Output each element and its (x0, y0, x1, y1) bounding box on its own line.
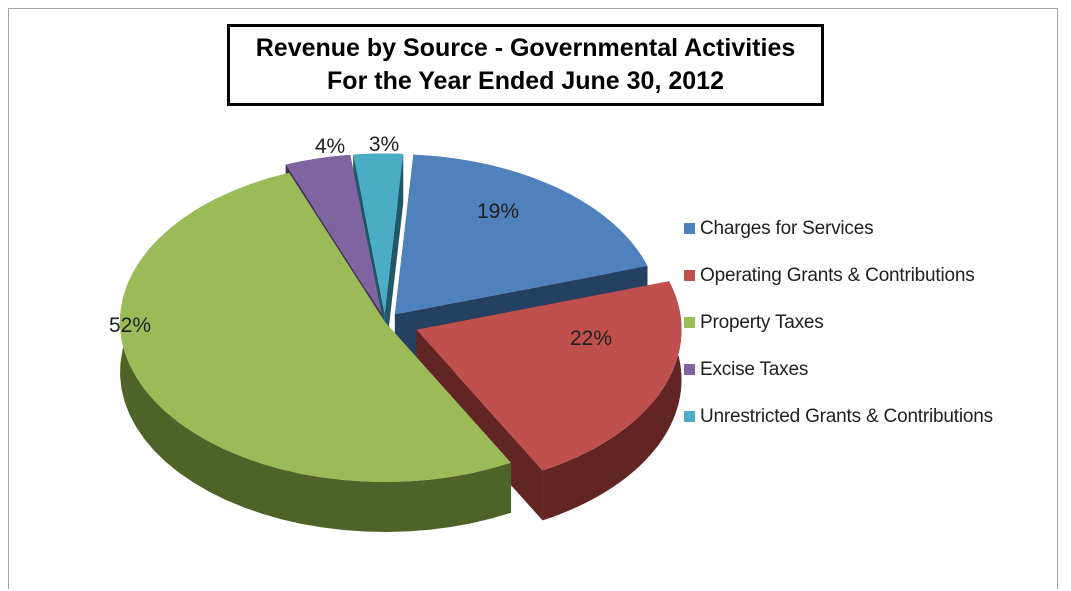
legend-item-operating-grants: Operating Grants & Contributions (684, 260, 993, 291)
legend-label: Property Taxes (700, 311, 824, 333)
pie-slice-2 (416, 281, 682, 471)
pie-slice-5 (353, 153, 404, 314)
pie-slice-4 (285, 154, 382, 314)
slice-percent-label: 3% (369, 133, 399, 156)
legend-label: Charges for Services (700, 217, 874, 239)
slice-percent-label: 4% (315, 135, 345, 158)
legend-label: Excise Taxes (700, 358, 809, 380)
slice-percent-label: 22% (570, 327, 612, 350)
legend-item-charges-for-services: Charges for Services (684, 213, 993, 244)
chart-title-box: Revenue by Source - Governmental Activit… (227, 24, 824, 106)
slice-percent-label: 52% (109, 314, 151, 337)
legend-label: Operating Grants & Contributions (700, 264, 975, 286)
legend-swatch (684, 223, 695, 234)
pie-slice-3 (120, 172, 512, 482)
chart-title-line-1: Revenue by Source - Governmental Activit… (255, 34, 796, 62)
legend-swatch (684, 317, 695, 328)
pie-slice-1 (394, 154, 648, 315)
chart-legend: Charges for Services Operating Grants & … (684, 213, 993, 432)
legend-item-unrestricted-grants: Unrestricted Grants & Contributions (684, 401, 993, 432)
legend-item-excise-taxes: Excise Taxes (684, 354, 993, 385)
legend-swatch (684, 364, 695, 375)
chart-title-line-2: For the Year Ended June 30, 2012 (327, 67, 724, 95)
legend-swatch (684, 270, 695, 281)
legend-swatch (684, 411, 695, 422)
slice-percent-label: 19% (477, 200, 519, 223)
legend-label: Unrestricted Grants & Contributions (700, 405, 993, 427)
legend-item-property-taxes: Property Taxes (684, 307, 993, 338)
